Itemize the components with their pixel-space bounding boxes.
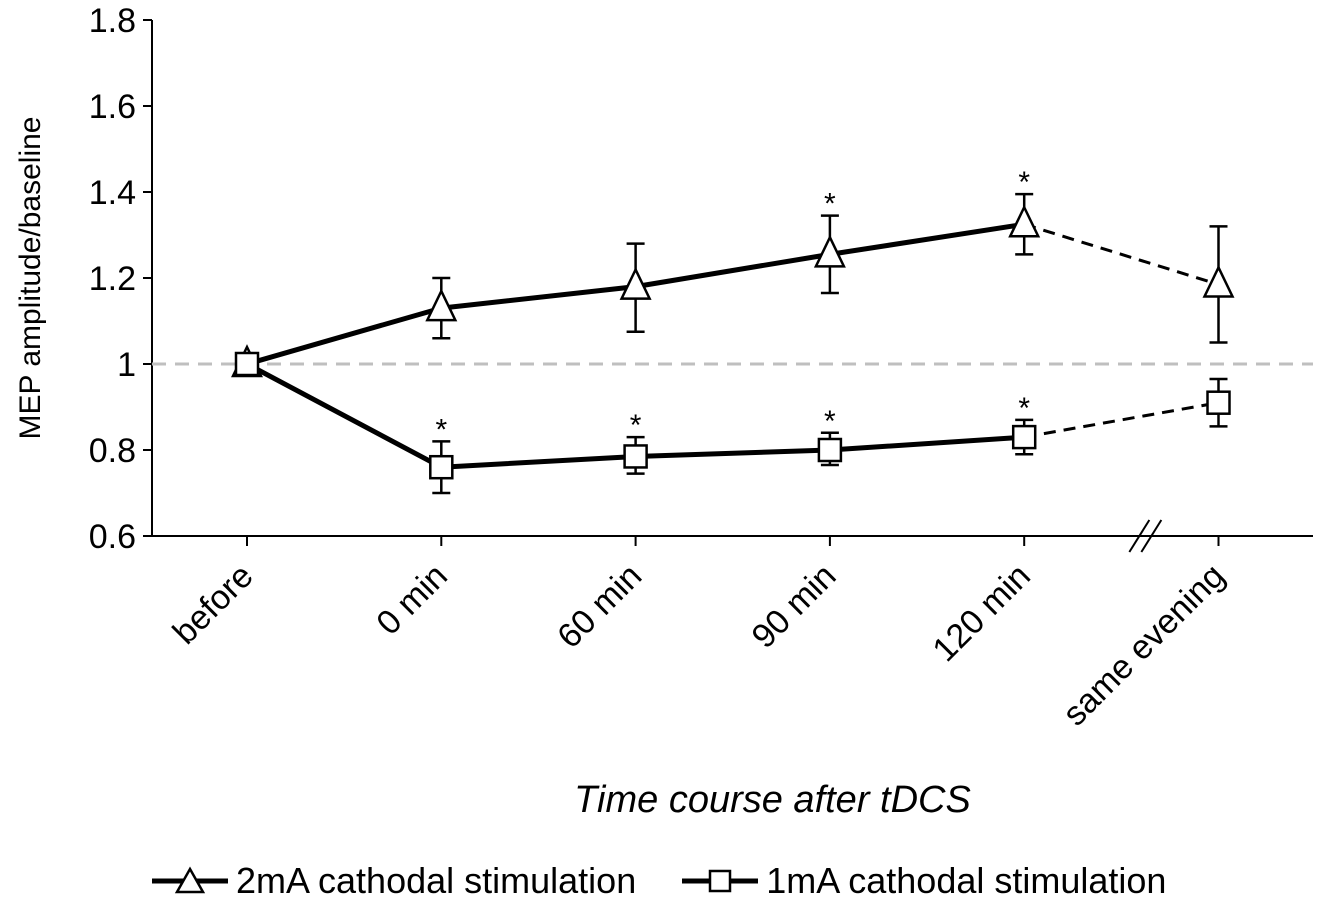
y-tick-label: 1 xyxy=(117,346,136,384)
x-tick-label: same evening xyxy=(1056,557,1233,734)
y-tick-label: 1.8 xyxy=(89,2,136,40)
series-dashed-segment xyxy=(1023,222,1219,286)
data-point-square xyxy=(623,444,648,469)
x-axis-title: Time course after tDCS xyxy=(574,779,971,821)
legend-item-1ma: 1mA cathodal stimulation xyxy=(680,860,1166,902)
y-tick-label: 1.4 xyxy=(89,174,136,212)
x-tick-label: 120 min xyxy=(925,557,1037,669)
series-dashed-segment xyxy=(1023,401,1219,439)
axis-break-mark xyxy=(1140,519,1163,553)
data-point-triangle xyxy=(1202,264,1235,298)
y-tick-label: 0.6 xyxy=(89,518,136,556)
chart-area: 0.6 0.8 1 1.2 1.4 1.6 1.8 MEP amplitude/baselin… xyxy=(14,2,1313,821)
legend: 2mA cathodal stimulation 1mA cathodal st… xyxy=(150,856,1210,906)
x-tick-label: 90 min xyxy=(745,557,844,656)
data-point-square xyxy=(234,351,260,377)
data-point-square xyxy=(1011,424,1037,450)
y-axis-title: MEP amplitude/baseline xyxy=(14,117,47,440)
triangle-icon xyxy=(152,866,228,894)
significance-marker: * xyxy=(824,405,836,438)
significance-marker: * xyxy=(1018,166,1030,199)
square-icon xyxy=(682,869,759,893)
x-tick-label: 60 min xyxy=(550,557,649,656)
data-point-square xyxy=(429,454,454,480)
axis-break-mark xyxy=(1128,519,1151,553)
data-point-square xyxy=(1206,390,1231,415)
significance-marker: * xyxy=(1018,392,1030,425)
y-tick-label: 1.2 xyxy=(89,260,136,298)
data-point-square xyxy=(817,437,843,463)
significance-marker: * xyxy=(435,413,447,446)
x-tick-label: 0 min xyxy=(369,557,455,643)
significance-marker: * xyxy=(824,188,836,221)
y-tick-label: 0.8 xyxy=(89,432,136,470)
x-tick-label: before xyxy=(166,557,261,652)
data-point-triangle xyxy=(813,234,846,268)
legend-label-1ma: 1mA cathodal stimulation xyxy=(766,860,1167,901)
significance-marker: * xyxy=(630,409,642,442)
legend-item-2ma: 2mA cathodal stimulation xyxy=(150,860,636,902)
legend-label-2ma: 2mA cathodal stimulation xyxy=(236,860,637,901)
data-point-triangle xyxy=(425,288,458,322)
data-point-triangle xyxy=(619,266,652,300)
y-tick-label: 1.6 xyxy=(89,88,136,126)
data-point-triangle xyxy=(1008,204,1041,238)
